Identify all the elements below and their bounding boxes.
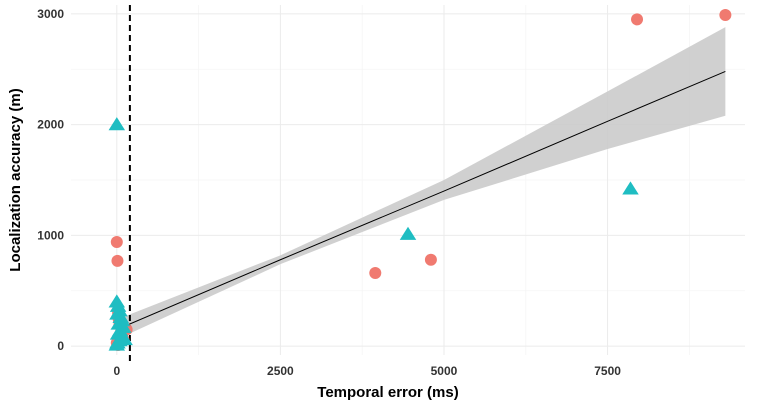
triangle-point bbox=[399, 226, 417, 240]
regression-line bbox=[116, 70, 726, 330]
y-tick-label: 2000 bbox=[37, 118, 64, 132]
circle-point bbox=[110, 236, 123, 249]
data-points bbox=[108, 8, 732, 352]
y-axis-ticks: 0 1000 2000 3000 bbox=[37, 7, 64, 353]
trend-line bbox=[116, 70, 726, 330]
confidence-band-area bbox=[116, 27, 726, 340]
circle-point bbox=[111, 254, 124, 267]
confidence-band bbox=[116, 27, 726, 340]
triangle-point bbox=[622, 181, 639, 195]
y-tick-label: 3000 bbox=[37, 7, 64, 21]
x-tick-label: 5000 bbox=[431, 364, 458, 378]
y-tick-label: 0 bbox=[57, 339, 64, 353]
circle-point bbox=[369, 267, 382, 280]
circle-point bbox=[424, 253, 437, 266]
triangle-point bbox=[108, 337, 126, 351]
circle-point bbox=[719, 8, 732, 21]
y-tick-label: 1000 bbox=[37, 228, 64, 242]
x-axis-title: Temporal error (ms) bbox=[317, 384, 458, 401]
x-tick-label: 0 bbox=[113, 364, 120, 378]
y-axis-title: Localization accuracy (m) bbox=[7, 88, 24, 271]
triangle-point bbox=[116, 331, 133, 346]
x-axis-ticks: 0 2500 5000 7500 bbox=[113, 364, 621, 378]
circle-point bbox=[631, 13, 644, 26]
x-tick-label: 7500 bbox=[594, 364, 621, 378]
x-tick-label: 2500 bbox=[267, 364, 294, 378]
triangle-point bbox=[108, 117, 126, 131]
